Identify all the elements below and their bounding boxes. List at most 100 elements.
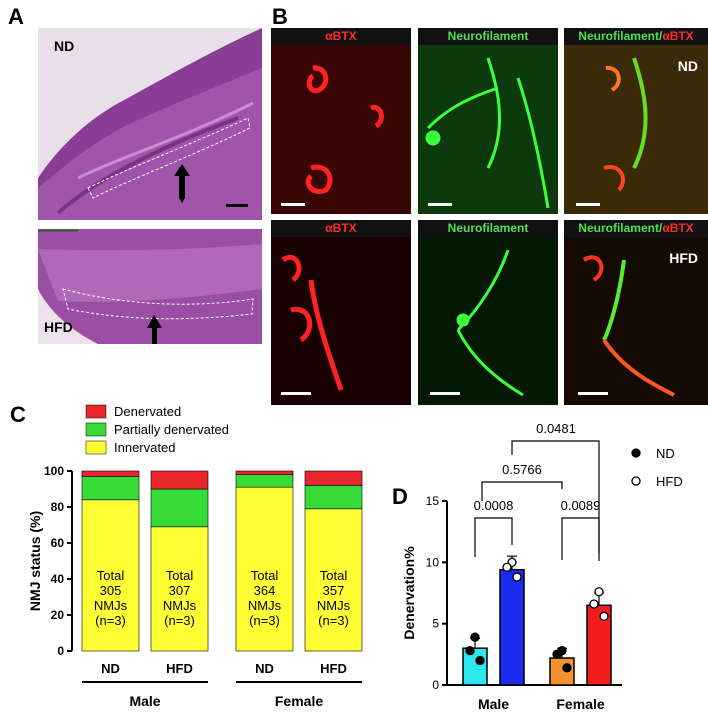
bar-label: (n=3) [164,613,195,628]
bar-label: 305 [100,583,122,598]
y-tick-label: 80 [51,500,65,514]
header-btx-row1: αBTX [271,28,411,45]
header-merge-btx: αBTX [662,29,694,43]
bar-label: 307 [169,583,191,598]
scale-bar [430,392,460,395]
merge-image-hfd: Neurofilament/αBTX HFD [564,220,708,405]
significance-bracket [474,517,513,557]
y-axis-label: NMJ status (%) [27,511,43,611]
x-tick-label: HFD [320,661,347,676]
bar-label: Total [97,568,125,583]
legend-marker-nd [631,448,641,458]
significance-bracket [511,440,600,561]
group-label: Male [478,696,509,712]
histology-image-hfd: HFD [38,229,262,344]
legend-marker-hfd [631,476,641,486]
bar-segment [150,488,209,528]
header-merge-nf: Neurofilament/ [578,221,663,235]
bar-segment [304,508,363,652]
bar-segment [235,486,294,652]
bar-label: NMJs [317,598,351,613]
legend-swatch [85,404,107,419]
bar [499,568,525,686]
y-tick-label: 40 [51,572,65,586]
bar-segment [150,526,209,652]
bar-label: (n=3) [318,613,349,628]
data-point [589,599,599,609]
scale-bar [578,392,608,395]
neurofilament-image-hfd: Neurofilament [418,220,558,405]
bar-label: NMJs [163,598,197,613]
p-value-label: 0.5766 [502,462,542,477]
bar-label: NMJs [248,598,282,613]
histology-label-nd: ND [54,38,75,54]
y-tick-label: 15 [426,494,440,508]
data-point [512,572,522,582]
data-point [502,562,512,572]
header-neurofilament-row2: Neurofilament [418,220,558,237]
bar-label: Total [166,568,194,583]
legend-label: Innervated [114,440,175,455]
merge-image-nd: Neurofilament/αBTX ND [564,28,708,214]
neurofilament-image-nd: Neurofilament [418,28,558,214]
btx-image-hfd: αBTX [271,220,411,405]
significance-bracket [561,517,600,560]
group-label: Male [129,693,160,709]
header-neurofilament-row1: Neurofilament [418,28,558,45]
bar-label: NMJs [94,598,128,613]
header-merge-row1: Neurofilament/αBTX [564,28,708,45]
group-label: Female [556,696,604,712]
header-merge-nf: Neurofilament/ [578,29,663,43]
bar-segment [304,485,363,510]
legend-label: HFD [656,474,683,489]
y-tick-label: 5 [432,617,439,631]
scale-bar [281,392,311,395]
row-tag-nd: ND [677,58,698,74]
y-tick-label: 100 [44,464,64,478]
header-merge-row2: Neurofilament/αBTX [564,220,708,237]
bar-segment [235,474,294,488]
bar-label: Total [251,568,279,583]
legend-swatch [85,440,107,455]
bar-segment [81,499,140,652]
panel-a-letter: A [8,4,24,29]
x-tick-label: ND [101,661,120,676]
legend-label: ND [656,446,675,461]
bar-segment [81,476,140,501]
legend-label: Partially denervated [114,422,229,437]
p-value-label: 0.0481 [536,421,576,436]
stacked-bar-chart: Denervated Partially denervated Innervated… [27,404,363,709]
denervation-bar-chart: 0 5 10 15 Denervation% 0.0008 0.0089 0.5766 0.0… [401,421,683,712]
bar-segment [235,470,294,475]
bar-label: 357 [323,583,345,598]
legend-swatch [85,422,107,437]
histology-label-hfd: HFD [44,319,73,335]
data-point [562,663,572,673]
y-tick-label: 10 [426,555,440,569]
bar-label: (n=3) [249,613,280,628]
bar [549,657,575,686]
histology-image-nd: ND [38,28,262,220]
bar-segment [150,470,209,490]
data-point [470,632,480,642]
data-point [594,587,604,597]
y-tick-label: 60 [51,536,65,550]
header-merge-btx: αBTX [662,221,694,235]
data-point [552,649,562,659]
x-tick-label: HFD [166,661,193,676]
btx-image-nd: αBTX [271,28,411,214]
data-point [599,611,609,621]
y-tick-label: 20 [51,608,65,622]
group-label: Female [275,693,323,709]
bar-segment [81,470,140,477]
bar-label: 364 [254,583,276,598]
scale-bar [428,203,452,206]
legend-label: Denervated [114,404,181,419]
x-tick-label: ND [255,661,274,676]
significance-bracket [481,481,563,501]
scale-bar [576,203,600,206]
y-tick-label: 0 [57,644,64,658]
panel-b-letter: B [272,4,288,29]
y-axis-label: Denervation% [401,546,417,640]
data-point [475,655,485,666]
